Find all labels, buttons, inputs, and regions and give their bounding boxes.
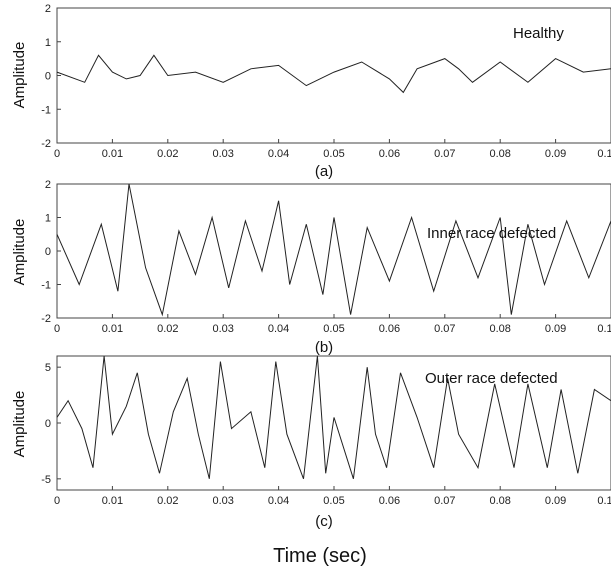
annotation-inner-race: Inner race defected — [427, 225, 556, 242]
subplot-c: 0 0.01 0.02 0.03 0.04 0.05 0.06 0.07 0.08 0.09 0.1… — [11, 356, 611, 530]
x-tick-label-b: 0.07 — [434, 323, 455, 335]
x-tick-label-b: 0.08 — [489, 323, 510, 335]
y-tick-label-b: 2 — [45, 179, 51, 191]
y-axis-label-b: Amplitude — [11, 219, 28, 286]
x-tick-label-c: 0.07 — [434, 495, 455, 507]
plot-area-b — [57, 184, 611, 318]
y-tick-label-c: 0 — [45, 418, 51, 430]
x-tick-label-b: 0 — [54, 323, 60, 335]
subplot-a: 0 0.01 0.02 0.03 0.04 0.05 0.06 0.07 0.08 0.09 0.1… — [11, 3, 611, 180]
x-tick-label-c: 0.05 — [323, 495, 344, 507]
x-tick-label-a: 0.04 — [268, 148, 289, 160]
x-tick-label-c: 0.02 — [157, 495, 178, 507]
x-tick-label-b: 0.05 — [323, 323, 344, 335]
x-tick-label-b: 0.06 — [379, 323, 400, 335]
y-tick-label-b: -1 — [41, 280, 51, 292]
subplot-label-c: (c) — [315, 513, 333, 530]
x-tick-label-c: 0.08 — [489, 495, 510, 507]
subplot-b: 0 0.01 0.02 0.03 0.04 0.05 0.06 0.07 0.08 0.09 0.1… — [11, 179, 611, 356]
x-tick-label-c: 0.04 — [268, 495, 289, 507]
y-tick-label-c: -5 — [41, 474, 51, 486]
y-tick-label-b: -2 — [41, 313, 51, 325]
x-tick-label-c: 0.03 — [212, 495, 233, 507]
x-tick-label-c: 0 — [54, 495, 60, 507]
y-tick-label-a: -2 — [41, 138, 51, 150]
y-tick-label-c: 5 — [45, 362, 51, 374]
x-tick-label-c: 0.06 — [379, 495, 400, 507]
x-tick-label-a: 0.08 — [489, 148, 510, 160]
x-tick-label-a: 0.09 — [545, 148, 566, 160]
x-tick-label-b: 0.04 — [268, 323, 289, 335]
y-tick-label-a: -1 — [41, 104, 51, 116]
x-tick-label-b: 0.09 — [545, 323, 566, 335]
x-tick-label-c: 0.01 — [102, 495, 123, 507]
y-axis-label-c: Amplitude — [11, 391, 28, 458]
x-tick-label-c: 0.09 — [545, 495, 566, 507]
subplot-label-a: (a) — [315, 163, 333, 180]
x-tick-label-a: 0.1 — [597, 148, 611, 160]
y-tick-label-b: 0 — [45, 246, 51, 258]
x-tick-label-a: 0.07 — [434, 148, 455, 160]
x-tick-label-a: 0.05 — [323, 148, 344, 160]
healthy-signal-line — [57, 55, 611, 92]
x-tick-label-c: 0.1 — [597, 495, 611, 507]
annotation-healthy: Healthy — [513, 25, 564, 42]
x-tick-label-b: 0.03 — [212, 323, 233, 335]
y-tick-label-a: 2 — [45, 3, 51, 15]
y-tick-label-b: 1 — [45, 213, 51, 225]
annotation-outer-race: Outer race defected — [425, 370, 558, 387]
subplot-label-b: (b) — [315, 339, 333, 356]
x-tick-label-b: 0.01 — [102, 323, 123, 335]
x-tick-label-b: 0.02 — [157, 323, 178, 335]
x-axis-title: Time (sec) — [273, 545, 367, 567]
x-tick-label-b: 0.1 — [597, 323, 611, 335]
y-tick-label-a: 0 — [45, 71, 51, 83]
x-tick-label-a: 0.01 — [102, 148, 123, 160]
x-tick-label-a: 0.06 — [379, 148, 400, 160]
y-axis-label-a: Amplitude — [11, 42, 28, 109]
inner-race-signal-line — [57, 184, 611, 315]
y-tick-label-a: 1 — [45, 37, 51, 49]
x-tick-label-a: 0.02 — [157, 148, 178, 160]
x-tick-label-a: 0.03 — [212, 148, 233, 160]
x-tick-label-a: 0 — [54, 148, 60, 160]
